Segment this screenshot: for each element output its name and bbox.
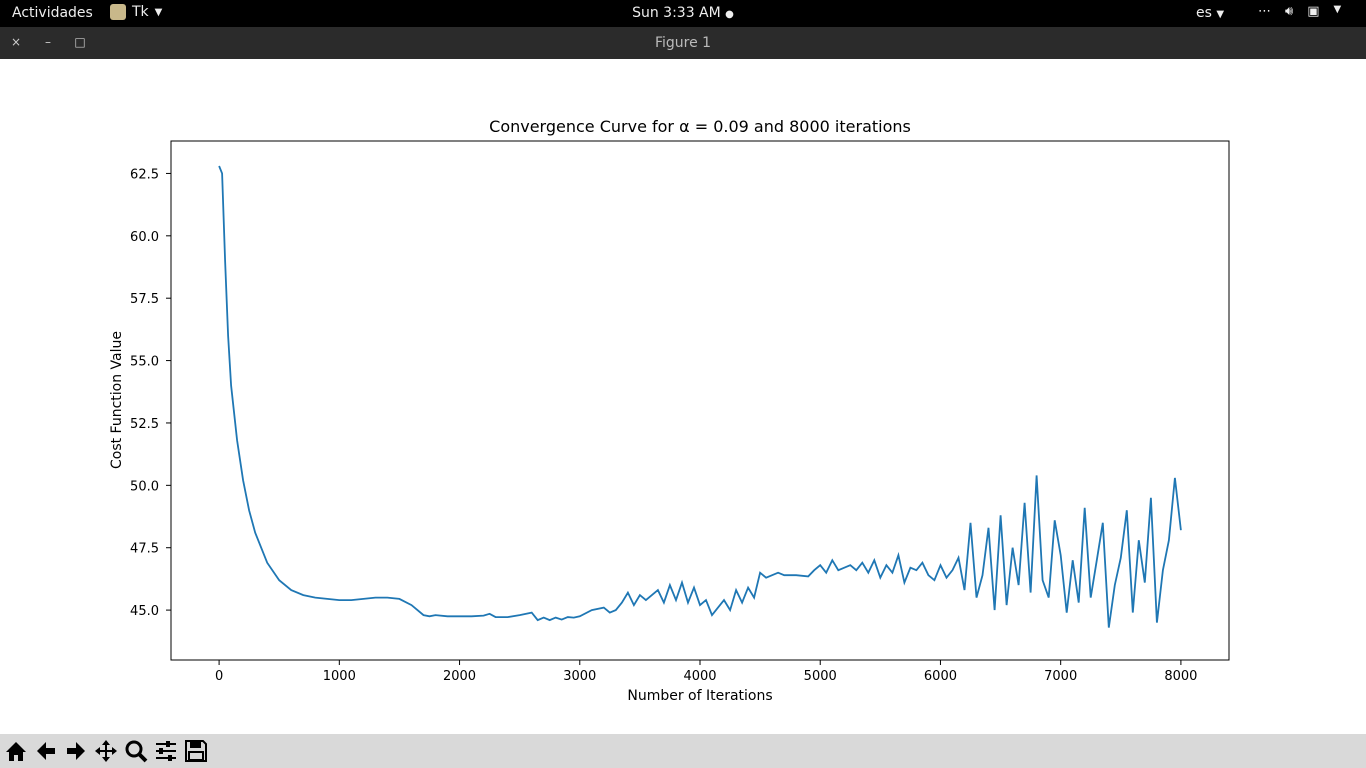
pan-icon: [95, 740, 117, 762]
x-tick-label: 1000: [323, 669, 356, 684]
chevron-down-icon: ▼: [1333, 4, 1342, 15]
subplots-icon: [156, 741, 176, 761]
y-tick-label: 57.5: [130, 292, 159, 307]
forward-arrow-icon: [67, 742, 85, 760]
clock-label[interactable]: Sun 3:33 AM: [632, 5, 721, 21]
language-selector[interactable]: es ▼: [1196, 5, 1224, 21]
y-tick-label: 45.0: [130, 604, 159, 619]
forward-button[interactable]: [63, 738, 89, 764]
system-tray[interactable]: ⋯ 🔊︎ ▣ ▼: [1258, 4, 1341, 19]
system-top-bar: Actividades Tk ▼ Sun 3:33 AM ● es ▼ ⋯ 🔊︎…: [0, 0, 1366, 27]
x-tick-label: 7000: [1044, 669, 1077, 684]
window-title: Figure 1: [654, 35, 712, 51]
app-menu[interactable]: Tk ▼: [110, 4, 162, 20]
figure-canvas[interactable]: Convergence Curve for α = 0.09 and 8000 …: [0, 59, 1366, 734]
y-tick-label: 52.5: [130, 417, 159, 432]
y-tick-label: 60.0: [130, 230, 159, 245]
x-axis-ticks: 0 1000 2000 3000 4000 5000 6000 7000 8000: [215, 660, 1197, 684]
x-tick-label: 6000: [924, 669, 957, 684]
minimize-icon[interactable]: –: [45, 35, 51, 49]
y-tick-label: 62.5: [130, 167, 159, 182]
battery-icon: ▣: [1307, 4, 1320, 19]
x-tick-label: 8000: [1164, 669, 1197, 684]
navigation-toolbar: [0, 734, 1366, 768]
chevron-down-icon: ▼: [154, 6, 163, 18]
x-tick-label: 0: [215, 669, 223, 684]
network-icon: ⋯: [1258, 4, 1271, 19]
save-button[interactable]: [183, 738, 209, 764]
y-axis-label: Cost Function Value: [109, 331, 125, 469]
clock-area: Sun 3:33 AM ●: [0, 5, 1366, 21]
cost-curve-line: [218, 165, 1182, 628]
y-tick-label: 47.5: [130, 542, 159, 557]
subplots-button[interactable]: [153, 738, 179, 764]
y-tick-label: 55.0: [130, 355, 159, 370]
back-button[interactable]: [33, 738, 59, 764]
zoom-button[interactable]: [123, 738, 149, 764]
pan-button[interactable]: [93, 738, 119, 764]
window-controls: × – □: [10, 35, 86, 49]
activities-button[interactable]: Actividades: [12, 5, 93, 21]
chevron-down-icon: ▼: [1216, 9, 1225, 20]
home-button[interactable]: [3, 738, 29, 764]
window-titlebar[interactable]: × – □ Figure 1: [0, 27, 1366, 59]
zoom-icon: [125, 740, 148, 763]
x-tick-label: 2000: [443, 669, 476, 684]
y-axis-ticks: 45.0 47.5 50.0 52.5 55.0 57.5 60.0 62.5: [130, 167, 171, 619]
app-menu-label: Tk: [132, 4, 149, 20]
close-icon[interactable]: ×: [10, 35, 22, 49]
maximize-icon[interactable]: □: [74, 35, 86, 49]
language-label: es: [1196, 5, 1212, 21]
x-tick-label: 5000: [804, 669, 837, 684]
tk-app-icon: [110, 4, 126, 20]
volume-icon: 🔊︎: [1285, 4, 1294, 19]
x-axis-label: Number of Iterations: [627, 688, 772, 704]
x-tick-label: 4000: [683, 669, 716, 684]
chart-title: Convergence Curve for α = 0.09 and 8000 …: [489, 117, 911, 136]
chart-svg[interactable]: Convergence Curve for α = 0.09 and 8000 …: [0, 59, 1366, 734]
save-icon: [185, 740, 207, 762]
back-arrow-icon: [37, 742, 55, 760]
y-tick-label: 50.0: [130, 479, 159, 494]
home-icon: [6, 742, 26, 761]
x-tick-label: 3000: [563, 669, 596, 684]
notification-dot-icon: ●: [725, 9, 734, 20]
